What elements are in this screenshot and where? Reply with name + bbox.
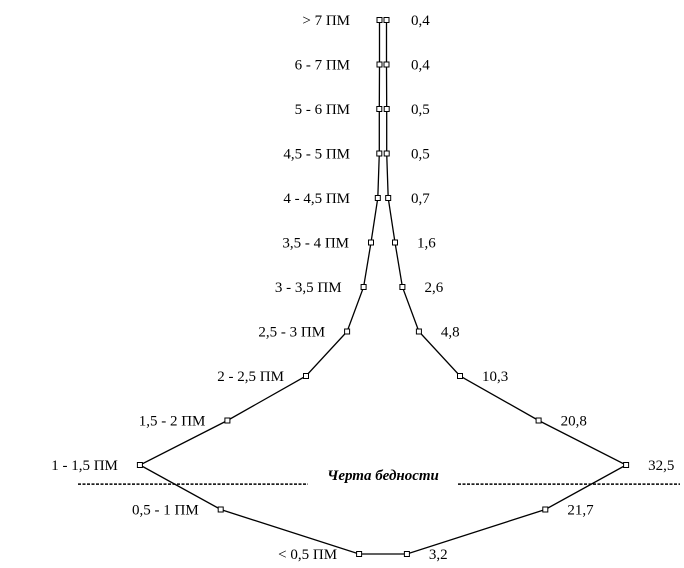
left-marker-1 (376, 61, 383, 68)
value-label-9: 20,8 (561, 414, 587, 430)
data-point-markers (136, 17, 630, 557)
right-marker-0 (383, 17, 390, 23)
category-label-9: 1,5 - 2 ПМ (139, 414, 206, 430)
left-marker-8 (303, 373, 309, 379)
right-marker-3 (383, 150, 390, 157)
distribution-outline (138, 20, 628, 555)
value-label-5: 1,6 (417, 236, 436, 252)
category-label-8: 2 - 2,5 ПМ (217, 369, 284, 385)
value-label-6: 2,6 (424, 280, 443, 296)
poverty-line-label: Черта бедности (327, 468, 439, 484)
right-marker-10 (623, 462, 630, 468)
right-marker-1 (383, 61, 390, 68)
right-marker-8 (457, 373, 463, 379)
left-marker-10 (136, 462, 143, 468)
category-label-4: 4 - 4,5 ПМ (283, 191, 350, 207)
poverty-line-group: Черта бедности (78, 468, 680, 485)
right-marker-11 (542, 506, 549, 513)
category-label-0: > 7 ПМ (302, 13, 350, 29)
value-label-10: 32,5 (648, 458, 674, 474)
labels: > 7 ПМ 0,4 6 - 7 ПМ 0,4 5 - 6 ПМ 0,5 4,5 - 5 П… (51, 13, 674, 563)
category-label-6: 3 - 3,5 ПМ (275, 280, 342, 296)
value-label-3: 0,5 (411, 147, 430, 163)
left-marker-11 (217, 506, 224, 513)
category-label-5: 3,5 - 4 ПМ (282, 236, 349, 252)
value-label-1: 0,4 (411, 58, 430, 74)
value-label-2: 0,5 (411, 102, 430, 118)
category-label-3: 4,5 - 5 ПМ (283, 147, 350, 163)
distribution-outline-path (138, 20, 628, 555)
value-label-12: 3,2 (429, 547, 448, 563)
left-marker-12 (356, 551, 363, 557)
left-marker-9 (224, 417, 231, 424)
value-label-0: 0,4 (411, 13, 430, 29)
right-marker-12 (403, 551, 410, 557)
right-marker-5 (392, 239, 398, 246)
category-label-1: 6 - 7 ПМ (295, 58, 350, 74)
right-marker-7 (415, 328, 422, 335)
category-label-11: 0,5 - 1 ПМ (132, 503, 199, 519)
left-marker-2 (376, 106, 383, 112)
right-marker-2 (383, 106, 390, 112)
value-label-8: 10,3 (482, 369, 508, 385)
right-marker-4 (385, 195, 392, 201)
value-label-4: 0,7 (411, 191, 430, 207)
left-marker-4 (374, 195, 381, 201)
category-label-12: < 0,5 ПМ (278, 547, 337, 563)
left-marker-7 (344, 328, 351, 335)
value-label-11: 21,7 (567, 503, 594, 519)
category-label-7: 2,5 - 3 ПМ (258, 325, 325, 341)
left-marker-0 (376, 17, 383, 23)
category-label-2: 5 - 6 ПМ (295, 102, 350, 118)
value-label-7: 4,8 (441, 325, 460, 341)
left-marker-6 (360, 284, 367, 290)
right-marker-6 (399, 284, 406, 290)
right-marker-9 (535, 417, 542, 424)
left-marker-5 (368, 239, 374, 246)
category-label-10: 1 - 1,5 ПМ (51, 458, 118, 474)
left-marker-3 (376, 150, 383, 157)
